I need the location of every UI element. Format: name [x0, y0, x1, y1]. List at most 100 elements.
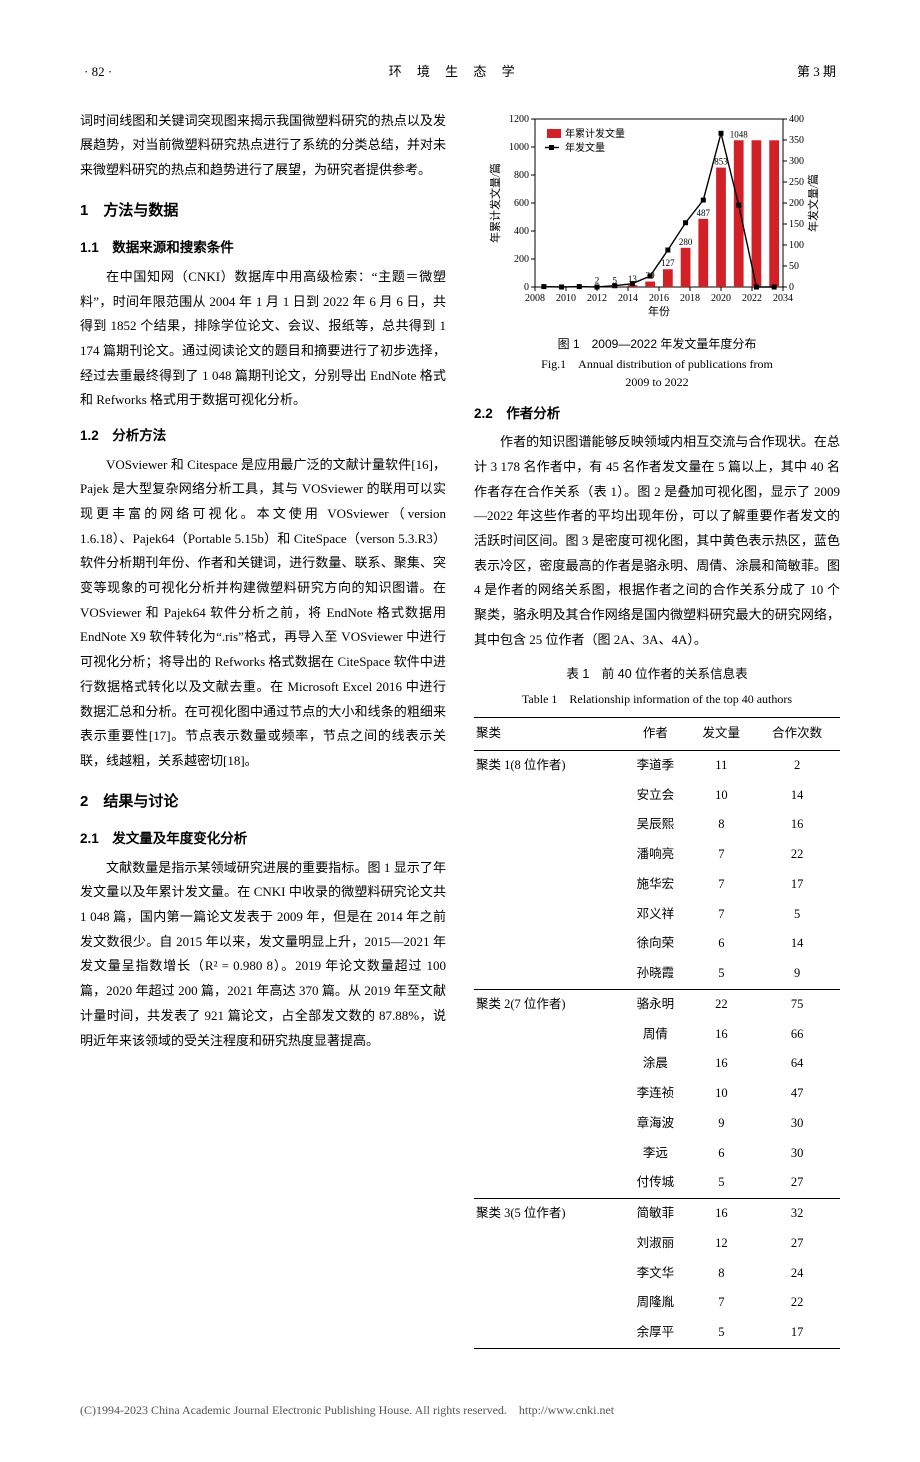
table-cell: 李连祯	[623, 1079, 689, 1109]
table-row: 李远630	[474, 1139, 840, 1169]
svg-text:400: 400	[514, 226, 529, 237]
svg-text:200: 200	[514, 254, 529, 265]
cluster-cell	[474, 1049, 623, 1079]
table-cell: 14	[754, 929, 840, 959]
cluster-cell	[474, 900, 623, 930]
svg-text:0: 0	[524, 282, 529, 293]
cluster-cell	[474, 1229, 623, 1259]
table-header-cell: 作者	[623, 718, 689, 751]
table-cell: 徐向荣	[623, 929, 689, 959]
table-cell: 14	[754, 781, 840, 811]
table-row: 周隆胤722	[474, 1288, 840, 1318]
svg-text:年累计发文量: 年累计发文量	[565, 127, 625, 140]
table-cell: 47	[754, 1079, 840, 1109]
table-cell: 16	[688, 1199, 754, 1229]
table-row: 聚类 3(5 位作者)简敏菲1632	[474, 1199, 840, 1229]
section-1-heading: 1 方法与数据	[80, 197, 446, 226]
two-column-layout: 词时间线图和关键词突现图来揭示我国微塑料研究的热点以及发展趋势，对当前微塑料研究…	[80, 109, 840, 1349]
table-cell: 周隆胤	[623, 1288, 689, 1318]
cluster-cell	[474, 1109, 623, 1139]
table-cell: 5	[688, 1168, 754, 1198]
svg-text:400: 400	[789, 114, 804, 125]
table-cell: 22	[688, 989, 754, 1019]
table-cell: 孙晓霞	[623, 959, 689, 989]
table-cell: 5	[754, 900, 840, 930]
figure-1-caption-cn: 图 1 2009—2022 年发文量年度分布	[474, 333, 840, 356]
cluster-cell	[474, 1168, 623, 1198]
table-cell: 64	[754, 1049, 840, 1079]
svg-text:年累计发文量/篇: 年累计发文量/篇	[488, 163, 502, 243]
table-cell: 2	[754, 750, 840, 780]
table-cell: 17	[754, 870, 840, 900]
cluster-cell	[474, 781, 623, 811]
figure-1-caption-en-b: 2009 to 2022	[474, 375, 840, 391]
table-cell: 6	[688, 929, 754, 959]
table-cell: 11	[688, 750, 754, 780]
table-row: 潘响亮722	[474, 840, 840, 870]
table-row: 吴辰熙816	[474, 810, 840, 840]
cluster-cell: 聚类 1(8 位作者)	[474, 750, 623, 780]
table-row: 章海波930	[474, 1109, 840, 1139]
table-cell: 付传城	[623, 1168, 689, 1198]
svg-text:280: 280	[679, 236, 693, 246]
svg-text:800: 800	[514, 170, 529, 181]
svg-text:1048: 1048	[730, 129, 749, 139]
table-cell: 7	[688, 870, 754, 900]
table-header-cell: 发文量	[688, 718, 754, 751]
svg-text:2016: 2016	[649, 293, 669, 304]
svg-text:年份: 年份	[648, 304, 670, 318]
table-cell: 6	[688, 1139, 754, 1169]
figure-1-caption-en-a: Fig.1 Annual distribution of publication…	[474, 357, 840, 373]
cluster-cell: 聚类 3(5 位作者)	[474, 1199, 623, 1229]
table-cell: 章海波	[623, 1109, 689, 1139]
issue-number: 第 3 期	[797, 60, 836, 85]
table-cell: 16	[688, 1020, 754, 1050]
table-cell: 施华宏	[623, 870, 689, 900]
table-cell: 30	[754, 1139, 840, 1169]
table-row: 李文华824	[474, 1259, 840, 1289]
svg-text:2034: 2034	[773, 293, 793, 304]
table-cell: 22	[754, 1288, 840, 1318]
cluster-cell	[474, 1288, 623, 1318]
table-row: 施华宏717	[474, 870, 840, 900]
table-cell: 李道季	[623, 750, 689, 780]
svg-text:853: 853	[714, 156, 728, 166]
svg-text:127: 127	[661, 258, 675, 268]
table-1: 聚类作者发文量合作次数聚类 1(8 位作者)李道季112安立会1014吴辰熙81…	[474, 717, 840, 1349]
table-cell: 邓义祥	[623, 900, 689, 930]
svg-text:300: 300	[789, 156, 804, 167]
page-footer: (C)1994-2023 China Academic Journal Elec…	[80, 1399, 840, 1422]
figure-1: 0200400600800100012000501001502002503003…	[474, 109, 840, 391]
svg-text:600: 600	[514, 198, 529, 209]
svg-text:100: 100	[789, 240, 804, 251]
table-cell: 安立会	[623, 781, 689, 811]
table-cell: 22	[754, 840, 840, 870]
intro-paragraph: 词时间线图和关键词突现图来揭示我国微塑料研究的热点以及发展趋势，对当前微塑料研究…	[80, 109, 446, 183]
table-cell: 潘响亮	[623, 840, 689, 870]
table-row: 邓义祥75	[474, 900, 840, 930]
table-row: 徐向荣614	[474, 929, 840, 959]
page-number: · 82 ·	[84, 60, 112, 85]
section-1-1-text: 在中国知网（CNKI）数据库中用高级检索：“主题＝微塑料”，时间年限范围从 20…	[80, 265, 446, 413]
table-cell: 周倩	[623, 1020, 689, 1050]
svg-text:50: 50	[789, 261, 799, 272]
svg-text:0: 0	[789, 282, 794, 293]
table-row: 孙晓霞59	[474, 959, 840, 989]
svg-text:年发文量: 年发文量	[565, 141, 605, 154]
svg-text:1200: 1200	[509, 114, 529, 125]
svg-text:2010: 2010	[556, 293, 576, 304]
table-header-cell: 合作次数	[754, 718, 840, 751]
table-cell: 刘淑丽	[623, 1229, 689, 1259]
cluster-cell	[474, 870, 623, 900]
table-row: 刘淑丽1227	[474, 1229, 840, 1259]
svg-text:2012: 2012	[587, 293, 607, 304]
table-cell: 27	[754, 1229, 840, 1259]
section-2-1-heading: 2.1 发文量及年度变化分析	[80, 826, 446, 852]
table-row: 安立会1014	[474, 781, 840, 811]
table-cell: 10	[688, 1079, 754, 1109]
table-cell: 简敏菲	[623, 1199, 689, 1229]
table-cell: 李文华	[623, 1259, 689, 1289]
table-row: 周倩1666	[474, 1020, 840, 1050]
table-cell: 9	[754, 959, 840, 989]
svg-text:350: 350	[789, 135, 804, 146]
